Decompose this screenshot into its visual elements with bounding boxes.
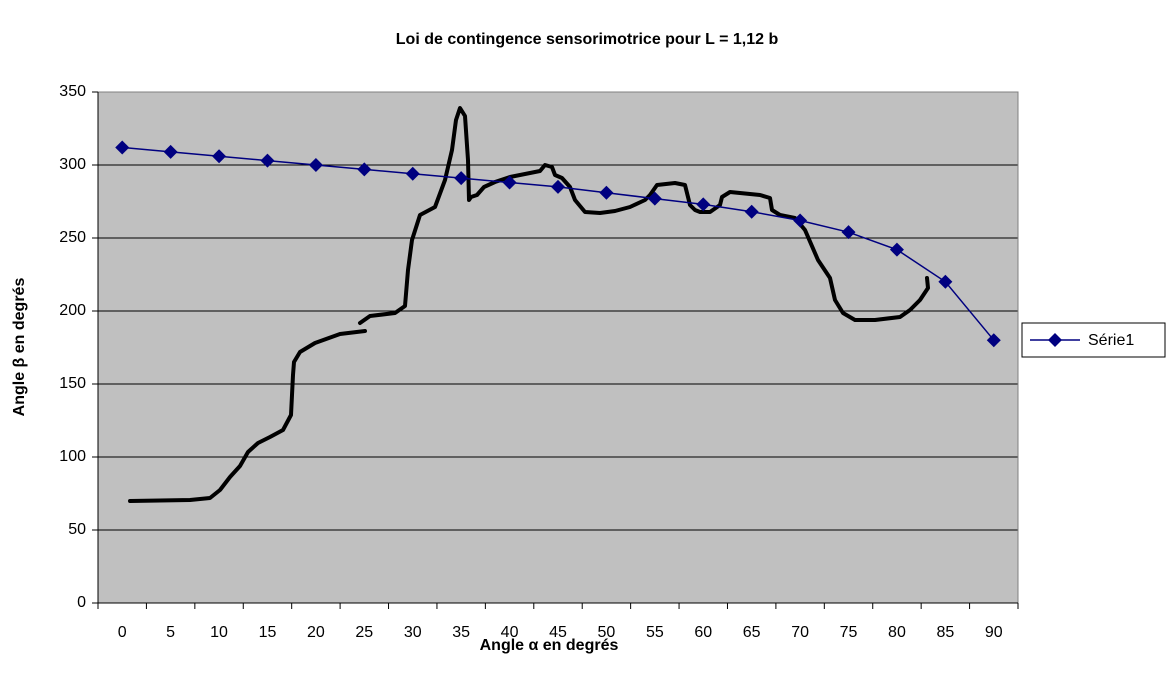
- plot-area: [98, 92, 1018, 603]
- marker: [308, 158, 323, 172]
- x-tick-label: 60: [694, 624, 712, 641]
- marker: [405, 166, 420, 181]
- x-axis-title: Angle α en degrés: [480, 637, 619, 654]
- marker: [647, 191, 662, 206]
- x-tick-label: 80: [888, 624, 906, 641]
- marker: [793, 213, 808, 228]
- y-tick-label: 350: [59, 83, 86, 100]
- y-tick-label: 200: [59, 302, 86, 319]
- marker: [163, 144, 178, 159]
- x-tick-label: 85: [936, 624, 954, 641]
- marker: [454, 171, 469, 186]
- legend-label: Série1: [1088, 332, 1134, 349]
- hand-drawn-curve: [128, 106, 930, 503]
- marker: [744, 204, 759, 219]
- marker: [260, 153, 275, 168]
- y-tick-label: 300: [59, 156, 86, 173]
- y-tick-label: 250: [59, 229, 86, 246]
- marker: [889, 242, 904, 257]
- y-axis-title: Angle β en degrés: [11, 278, 28, 417]
- marker: [841, 225, 856, 240]
- marker: [696, 197, 711, 212]
- x-tick-label: 25: [355, 624, 373, 641]
- x-tick-label: 50: [598, 624, 616, 641]
- x-tick-label: 0: [118, 624, 127, 641]
- x-tick-label: 40: [501, 624, 519, 641]
- x-tick-label: 20: [307, 624, 325, 641]
- marker: [357, 162, 372, 177]
- grid: [98, 91, 1018, 604]
- x-tick-label: 55: [646, 624, 664, 641]
- marker: [212, 149, 227, 164]
- x-tick-label: 30: [404, 624, 422, 641]
- marker: [502, 175, 517, 190]
- y-tick-label: 100: [59, 448, 86, 465]
- x-tick-label: 45: [549, 624, 567, 641]
- x-tick-label: 15: [259, 624, 277, 641]
- x-tick-label: 75: [840, 624, 858, 641]
- x-tick-label: 35: [452, 624, 470, 641]
- marker: [986, 333, 1001, 348]
- series: [115, 140, 1001, 348]
- x-tick-label: 70: [791, 624, 809, 641]
- y-tick-label: 50: [68, 521, 86, 538]
- x-tick-label: 10: [210, 624, 228, 641]
- y-tick-label: 0: [77, 594, 86, 611]
- x-tick-label: 65: [743, 624, 761, 641]
- x-tick-label: 5: [166, 624, 175, 641]
- marker: [599, 185, 614, 200]
- y-tick-label: 150: [59, 375, 86, 392]
- legend-marker: [1048, 333, 1062, 347]
- chart-title: Loi de contingence sensorimotrice pour L…: [396, 31, 779, 48]
- marker: [938, 274, 953, 289]
- marker: [551, 179, 565, 194]
- marker: [115, 140, 130, 155]
- x-tick-label: 90: [985, 624, 1003, 641]
